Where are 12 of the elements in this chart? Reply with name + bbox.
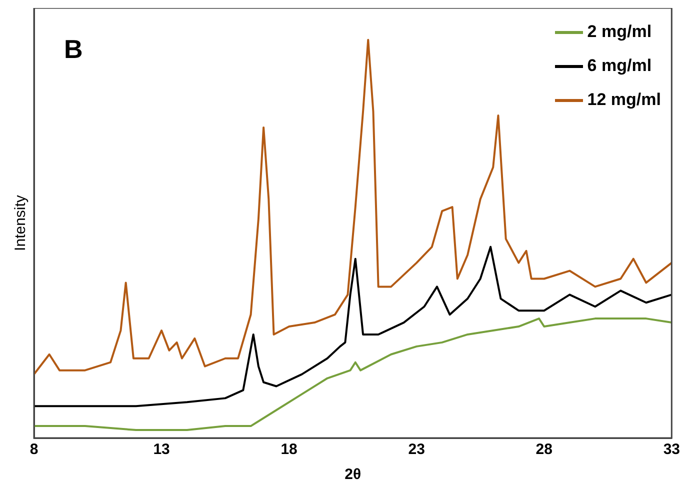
x-tick-label: 8 xyxy=(30,441,38,458)
legend-label: 6 mg/ml xyxy=(587,56,652,76)
x-tick-label: 13 xyxy=(153,441,170,458)
annotation: B xyxy=(64,34,83,65)
x-tick-label: 23 xyxy=(408,441,425,458)
legend-label: 2 mg/ml xyxy=(587,22,652,42)
y-axis-title: Intensity xyxy=(12,194,30,251)
x-tick-label: 33 xyxy=(663,441,680,458)
x-tick-label: 28 xyxy=(536,441,552,458)
legend-label: 12 mg/ml xyxy=(587,90,661,110)
x-axis-title: 2θ xyxy=(344,466,362,484)
x-tick-label: 18 xyxy=(280,441,298,458)
